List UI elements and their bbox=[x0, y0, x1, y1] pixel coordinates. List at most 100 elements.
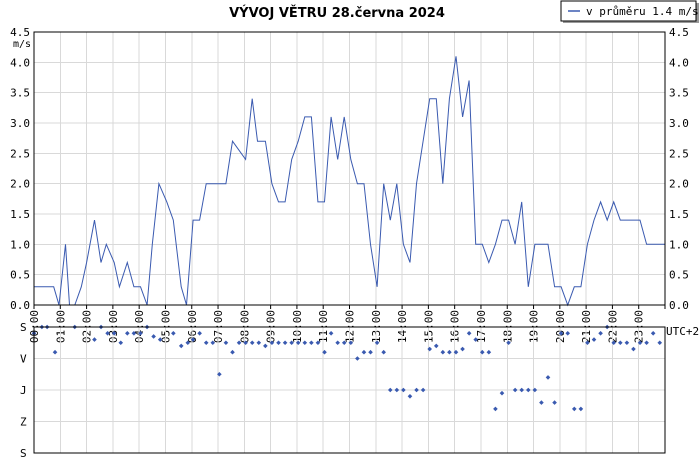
direction-point bbox=[348, 340, 354, 346]
direction-point bbox=[217, 371, 222, 377]
direction-point bbox=[387, 387, 393, 393]
direction-point bbox=[309, 340, 314, 346]
direction-points bbox=[31, 324, 663, 412]
direction-point bbox=[565, 331, 571, 336]
direction-point bbox=[269, 340, 275, 346]
direction-point bbox=[493, 406, 498, 412]
direction-point bbox=[499, 390, 505, 396]
direction-point bbox=[558, 331, 564, 336]
speed-y-tick-right: 0.5 bbox=[669, 269, 689, 282]
direction-point bbox=[479, 349, 485, 355]
speed-y-tick-right: 2.0 bbox=[669, 178, 689, 191]
direction-y-tick: S bbox=[20, 447, 27, 460]
direction-point bbox=[637, 340, 643, 346]
speed-x-ticks: 00:0001:0002:0003:0004:0005:0006:0007:00… bbox=[28, 305, 666, 343]
speed-y-tick-left: 0.0 bbox=[10, 299, 30, 312]
speed-grid bbox=[33, 31, 666, 306]
direction-point bbox=[506, 340, 511, 346]
direction-point bbox=[157, 337, 163, 342]
direction-plot-frame bbox=[33, 326, 666, 454]
direction-point bbox=[131, 331, 137, 336]
direction-point bbox=[407, 394, 413, 399]
speed-y-tick-left: 3.0 bbox=[10, 117, 30, 130]
direction-point bbox=[657, 340, 663, 346]
direction-point bbox=[532, 387, 538, 393]
speed-y-tick-right: 4.5 bbox=[669, 26, 689, 39]
direction-point bbox=[539, 400, 544, 405]
direction-point bbox=[52, 349, 58, 355]
direction-point bbox=[289, 340, 294, 346]
direction-point bbox=[440, 349, 446, 355]
speed-y-tick-left: 4.5 bbox=[10, 26, 30, 39]
direction-point bbox=[203, 340, 209, 346]
direction-point bbox=[315, 340, 321, 346]
direction-point bbox=[125, 331, 130, 336]
direction-point bbox=[447, 349, 452, 355]
direction-point bbox=[519, 387, 525, 393]
direction-point bbox=[598, 331, 603, 336]
direction-point bbox=[552, 400, 557, 405]
direction-point bbox=[374, 340, 380, 346]
direction-point bbox=[118, 340, 124, 346]
direction-point bbox=[611, 340, 617, 346]
direction-point bbox=[631, 346, 636, 352]
speed-y-tick-right: 2.5 bbox=[669, 147, 689, 160]
direction-point bbox=[401, 387, 406, 393]
speed-y-ticks: 0.0 0.0 0.5 0.5 1.0 1.0 1.5 1.5 2.0 2.0 2.5 2.5 3.0 3… bbox=[10, 26, 689, 312]
direction-point bbox=[138, 331, 143, 336]
direction-point bbox=[335, 340, 340, 346]
direction-point bbox=[328, 331, 334, 336]
direction-point bbox=[190, 337, 196, 342]
speed-y-tick-left: 3.5 bbox=[10, 87, 30, 100]
speed-y-tick-right: 4.0 bbox=[669, 56, 689, 69]
speed-y-tick-left: 2.5 bbox=[10, 147, 30, 160]
direction-point bbox=[460, 346, 465, 352]
direction-point bbox=[151, 334, 156, 339]
speed-y-tick-left: 1.0 bbox=[10, 238, 30, 251]
speed-y-tick-right: 1.0 bbox=[669, 238, 689, 251]
speed-y-tick-left: 0.5 bbox=[10, 269, 30, 282]
speed-y-tick-right: 1.5 bbox=[669, 208, 689, 221]
direction-point bbox=[585, 340, 590, 346]
direction-point bbox=[578, 406, 584, 412]
direction-point bbox=[171, 331, 176, 336]
direction-point bbox=[571, 406, 577, 412]
speed-y-tick-left: 1.5 bbox=[10, 208, 30, 221]
direction-point bbox=[486, 349, 492, 355]
direction-y-tick: Z bbox=[20, 416, 27, 429]
direction-point bbox=[618, 340, 623, 346]
legend-label: v průměru 1.4 m/s bbox=[586, 5, 699, 18]
direction-point bbox=[178, 343, 184, 349]
direction-point bbox=[368, 349, 373, 355]
direction-point bbox=[512, 387, 518, 393]
direction-point bbox=[276, 340, 281, 346]
direction-point bbox=[525, 387, 531, 393]
speed-plot-frame bbox=[33, 31, 666, 306]
direction-point bbox=[243, 340, 248, 346]
direction-grid bbox=[33, 326, 666, 454]
speed-y-tick-right: 3.5 bbox=[669, 87, 689, 100]
direction-point bbox=[591, 337, 597, 342]
y-unit-left: m/s bbox=[13, 39, 31, 50]
direction-y-ticks: S V J Z S bbox=[20, 321, 27, 460]
direction-point bbox=[650, 331, 656, 336]
direction-point bbox=[322, 349, 327, 355]
direction-point bbox=[223, 340, 229, 346]
direction-point bbox=[256, 340, 262, 346]
direction-point bbox=[230, 349, 235, 355]
direction-point bbox=[453, 349, 459, 355]
chart-title: VÝVOJ VĚTRU 28.června 2024 bbox=[229, 5, 445, 21]
direction-point bbox=[420, 387, 426, 393]
speed-series-line bbox=[34, 56, 665, 307]
direction-point bbox=[263, 343, 268, 349]
direction-point bbox=[355, 356, 360, 361]
direction-point bbox=[433, 343, 439, 349]
direction-point bbox=[105, 331, 110, 336]
legend: v průměru 1.4 m/s bbox=[560, 0, 699, 23]
direction-point bbox=[249, 340, 255, 346]
direction-point bbox=[644, 340, 649, 346]
direction-point bbox=[111, 331, 117, 336]
direction-point bbox=[197, 331, 202, 336]
direction-point bbox=[210, 340, 216, 346]
